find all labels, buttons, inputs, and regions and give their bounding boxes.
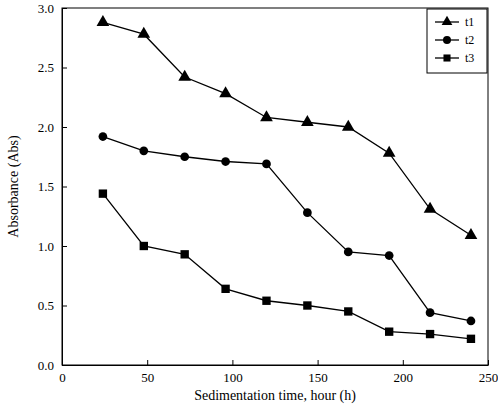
legend-box xyxy=(427,9,487,73)
marker xyxy=(139,146,148,155)
tick: 2.0 xyxy=(38,120,67,135)
tick-label: 0.0 xyxy=(38,358,54,373)
tick-mark xyxy=(62,187,67,188)
marker xyxy=(262,297,270,305)
marker xyxy=(385,327,393,335)
marker xyxy=(385,251,394,260)
marker xyxy=(424,202,437,213)
tick-label: 50 xyxy=(141,370,154,385)
tick: 2.5 xyxy=(38,60,67,75)
marker xyxy=(178,70,191,81)
marker xyxy=(97,15,110,26)
marker xyxy=(426,308,435,317)
series-line xyxy=(103,194,471,339)
y-axis-title: Absorbance (Abs) xyxy=(6,135,22,238)
marker xyxy=(342,120,355,131)
tick-mark xyxy=(62,246,67,247)
legend-label: t2 xyxy=(465,33,474,47)
tick-label: 2.0 xyxy=(38,120,54,135)
tick-mark xyxy=(403,360,404,365)
marker xyxy=(180,152,189,161)
legend-marker xyxy=(443,54,450,61)
x-axis-title: Sedimentation time, hour (h) xyxy=(194,388,356,404)
tick-label: 200 xyxy=(394,370,414,385)
marker xyxy=(181,250,189,258)
tick-mark xyxy=(232,360,233,365)
marker xyxy=(303,301,311,309)
legend-marker xyxy=(443,36,451,44)
series-line xyxy=(103,137,471,321)
legend: t1 t2 t3 xyxy=(427,9,487,73)
marker xyxy=(465,228,478,239)
marker xyxy=(221,157,230,166)
tick-mark xyxy=(62,68,67,69)
x-axis: 0 50 100 150 200 250 xyxy=(59,360,498,385)
tick: 150 xyxy=(308,360,328,385)
tick-label: 2.5 xyxy=(38,60,54,75)
tick-mark xyxy=(62,127,67,128)
data-area xyxy=(97,15,478,343)
marker xyxy=(260,110,273,121)
tick-label: 100 xyxy=(223,370,243,385)
marker xyxy=(426,330,434,338)
marker xyxy=(137,27,150,38)
series-line xyxy=(103,22,471,235)
plot: 0 50 100 150 200 250 0.0 0.5 1.0 1.5 2.0 2.5 3.0 t1 t2… xyxy=(38,1,498,386)
tick-label: 3.0 xyxy=(38,1,54,16)
marker xyxy=(383,146,396,157)
legend-label: t3 xyxy=(465,51,474,65)
marker xyxy=(467,317,476,326)
marker xyxy=(262,160,271,169)
tick-label: 250 xyxy=(479,370,498,385)
tick: 200 xyxy=(394,360,414,385)
tick-label: 1.5 xyxy=(38,179,54,194)
tick-label: 1.0 xyxy=(38,239,54,254)
tick: 0.5 xyxy=(38,298,67,313)
tick: 1.5 xyxy=(38,179,67,194)
tick-label: 0 xyxy=(59,370,66,385)
plot-frame xyxy=(62,8,488,365)
tick-label: 150 xyxy=(308,370,328,385)
tick-label: 0.5 xyxy=(38,298,54,313)
marker xyxy=(344,248,353,257)
tick-mark xyxy=(62,306,67,307)
tick: 100 xyxy=(223,360,243,385)
y-axis: 0.0 0.5 1.0 1.5 2.0 2.5 3.0 xyxy=(38,1,67,373)
legend-label: t1 xyxy=(465,15,474,29)
tick-mark xyxy=(318,360,319,365)
marker xyxy=(99,189,107,197)
marker xyxy=(467,335,475,343)
marker xyxy=(140,242,148,250)
marker xyxy=(99,132,108,141)
tick-mark xyxy=(147,360,148,365)
chart: 0 50 100 150 200 250 0.0 0.5 1.0 1.5 2.0 2.5 3.0 t1 t2… xyxy=(0,0,498,410)
marker xyxy=(221,285,229,293)
marker xyxy=(219,86,232,97)
marker xyxy=(303,208,312,217)
tick: 50 xyxy=(141,360,154,385)
legend-marker xyxy=(442,16,453,25)
marker xyxy=(344,307,352,315)
tick: 1.0 xyxy=(38,239,67,254)
marker xyxy=(301,115,314,126)
